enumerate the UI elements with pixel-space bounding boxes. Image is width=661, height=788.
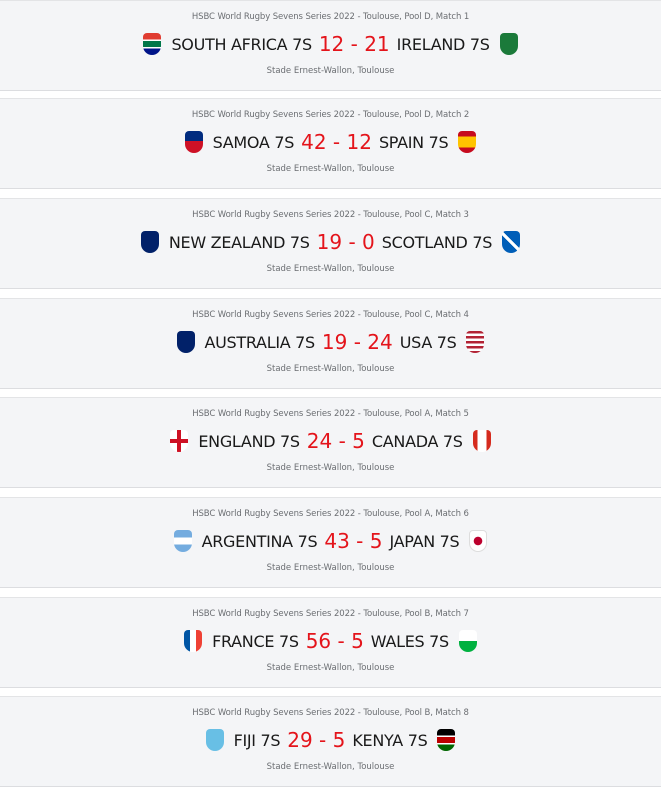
competition-label: HSBC World Rugby Sevens Series 2022 - To… bbox=[192, 708, 469, 718]
venue-label: Stade Ernest-Wallon, Toulouse bbox=[266, 66, 395, 76]
competition-label: HSBC World Rugby Sevens Series 2022 - To… bbox=[191, 12, 470, 22]
home-team[interactable]: SAMOA 7S bbox=[212, 132, 295, 152]
wales-flag-icon bbox=[458, 630, 477, 652]
south-africa-flag-icon bbox=[143, 33, 162, 55]
kenya-flag-icon bbox=[437, 729, 456, 751]
venue-label: Stade Ernest-Wallon, Toulouse bbox=[266, 264, 395, 274]
scoreline: AUSTRALIA 7S 19 - 24 USA 7S bbox=[0, 328, 661, 356]
home-team[interactable]: FIJI 7S bbox=[233, 730, 281, 750]
home-team[interactable]: NEW ZEALAND 7S bbox=[168, 232, 310, 252]
ireland-flag-icon bbox=[499, 33, 518, 55]
away-team[interactable]: USA 7S bbox=[399, 332, 457, 352]
usa-flag-icon bbox=[466, 331, 485, 353]
japan-flag-icon bbox=[469, 530, 488, 552]
score: 12 - 21 bbox=[318, 32, 390, 56]
home-team[interactable]: AUSTRALIA 7S bbox=[204, 332, 316, 352]
away-team[interactable]: SCOTLAND 7S bbox=[381, 232, 493, 252]
away-team[interactable]: SPAIN 7S bbox=[378, 132, 449, 152]
away-team[interactable]: CANADA 7S bbox=[371, 431, 463, 451]
scoreline: FRANCE 7S 56 - 5 WALES 7S bbox=[0, 627, 661, 655]
match-card[interactable]: HSBC World Rugby Sevens Series 2022 - To… bbox=[0, 198, 661, 289]
score: 42 - 12 bbox=[301, 130, 372, 154]
spain-flag-icon bbox=[458, 131, 477, 153]
competition-label: HSBC World Rugby Sevens Series 2022 - To… bbox=[192, 310, 469, 320]
away-team[interactable]: IRELAND 7S bbox=[396, 34, 490, 54]
match-card[interactable]: HSBC World Rugby Sevens Series 2022 - To… bbox=[0, 98, 661, 189]
canada-flag-icon bbox=[472, 430, 491, 452]
score: 56 - 5 bbox=[305, 629, 364, 653]
scoreline: NEW ZEALAND 7S 19 - 0 SCOTLAND 7S bbox=[0, 228, 661, 256]
competition-label: HSBC World Rugby Sevens Series 2022 - To… bbox=[192, 509, 469, 519]
fiji-flag-icon bbox=[205, 729, 224, 751]
scoreline: SAMOA 7S 42 - 12 SPAIN 7S bbox=[0, 128, 661, 156]
venue-label: Stade Ernest-Wallon, Toulouse bbox=[266, 762, 395, 772]
competition-label: HSBC World Rugby Sevens Series 2022 - To… bbox=[192, 409, 469, 419]
venue-label: Stade Ernest-Wallon, Toulouse bbox=[266, 164, 395, 174]
away-team[interactable]: WALES 7S bbox=[370, 631, 449, 651]
venue-label: Stade Ernest-Wallon, Toulouse bbox=[266, 563, 395, 573]
scotland-flag-icon bbox=[502, 231, 521, 253]
france-flag-icon bbox=[184, 630, 203, 652]
scoreline: FIJI 7S 29 - 5 KENYA 7S bbox=[0, 726, 661, 754]
away-team[interactable]: JAPAN 7S bbox=[389, 531, 460, 551]
home-team[interactable]: FRANCE 7S bbox=[212, 631, 299, 651]
england-flag-icon bbox=[170, 430, 189, 452]
score: 19 - 24 bbox=[321, 330, 393, 354]
home-team[interactable]: ARGENTINA 7S bbox=[201, 531, 318, 551]
samoa-flag-icon bbox=[184, 131, 203, 153]
scoreline: ARGENTINA 7S 43 - 5 JAPAN 7S bbox=[0, 527, 661, 555]
match-card[interactable]: HSBC World Rugby Sevens Series 2022 - To… bbox=[0, 597, 661, 688]
competition-label: HSBC World Rugby Sevens Series 2022 - To… bbox=[192, 210, 469, 220]
home-team[interactable]: SOUTH AFRICA 7S bbox=[171, 34, 312, 54]
scoreline: SOUTH AFRICA 7S 12 - 21 IRELAND 7S bbox=[0, 30, 661, 58]
match-card[interactable]: HSBC World Rugby Sevens Series 2022 - To… bbox=[0, 298, 661, 389]
score: 43 - 5 bbox=[324, 529, 383, 553]
scoreline: ENGLAND 7S 24 - 5 CANADA 7S bbox=[0, 427, 661, 455]
score: 29 - 5 bbox=[287, 728, 346, 752]
away-team[interactable]: KENYA 7S bbox=[352, 730, 428, 750]
match-card[interactable]: HSBC World Rugby Sevens Series 2022 - To… bbox=[0, 696, 661, 787]
competition-label: HSBC World Rugby Sevens Series 2022 - To… bbox=[191, 110, 470, 120]
match-card[interactable]: HSBC World Rugby Sevens Series 2022 - To… bbox=[0, 0, 661, 91]
venue-label: Stade Ernest-Wallon, Toulouse bbox=[266, 364, 395, 374]
home-team[interactable]: ENGLAND 7S bbox=[198, 431, 300, 451]
australia-flag-icon bbox=[176, 331, 195, 353]
match-card[interactable]: HSBC World Rugby Sevens Series 2022 - To… bbox=[0, 497, 661, 588]
argentina-flag-icon bbox=[173, 530, 192, 552]
venue-label: Stade Ernest-Wallon, Toulouse bbox=[266, 663, 395, 673]
score: 19 - 0 bbox=[316, 230, 375, 254]
new-zealand-flag-icon bbox=[140, 231, 159, 253]
venue-label: Stade Ernest-Wallon, Toulouse bbox=[266, 463, 395, 473]
match-card[interactable]: HSBC World Rugby Sevens Series 2022 - To… bbox=[0, 397, 661, 488]
score: 24 - 5 bbox=[306, 429, 365, 453]
competition-label: HSBC World Rugby Sevens Series 2022 - To… bbox=[192, 609, 469, 619]
